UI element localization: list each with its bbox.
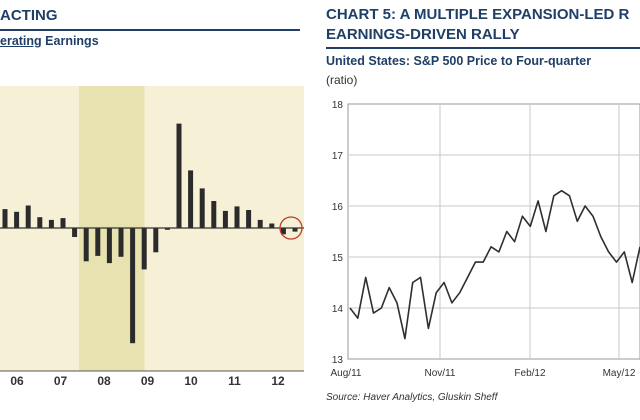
left-chart-subtitle: erating Earnings [0,34,99,48]
chart-5-unit-label: (ratio) [326,73,358,87]
bar [130,228,136,344]
bar [257,219,263,228]
bar [141,228,147,270]
bar [106,228,112,264]
bar [118,228,124,257]
x-tick-label: Aug/11 [331,368,362,379]
y-tick-label: 17 [332,151,344,162]
y-tick-label: 13 [332,355,344,366]
bar [2,209,8,228]
bar [164,228,170,230]
x-tick-label: 12 [271,374,285,388]
bar [222,210,228,228]
x-tick-label: 08 [97,374,111,388]
y-tick-label: 14 [332,304,344,315]
bar-chart: 06 07 08 09 10 11 12 [0,86,304,388]
highlight-circle [279,216,303,240]
y-tick-label: 18 [332,100,344,111]
bar [211,201,217,228]
x-tick-label: 11 [228,374,241,388]
x-tick-label: Feb/12 [514,368,546,379]
bar [269,223,275,228]
bar [176,123,182,228]
x-tick-label: 07 [54,374,68,388]
plot-area [347,103,640,360]
left-subtitle-underlined: erating [0,34,42,48]
y-tick-label: 16 [332,202,344,213]
series-line [349,189,640,340]
bar [292,228,298,232]
chart-5-subtitle: United States: S&P 500 Price to Four-qua… [326,54,592,68]
left-title-rule [0,29,300,31]
bar [188,170,194,228]
left-subtitle-rest: Earnings [41,34,99,48]
right-chart-panel: CHART 5: A MULTIPLE EXPANSION-LED R EARN… [316,0,640,420]
left-chart-title: ACTING [0,7,58,24]
bar [60,218,66,228]
line-chart: 13 14 15 16 17 18 Aug/11 Nov/11 Feb/12 May/12 [331,100,640,379]
y-tick-label: 15 [332,253,344,264]
bar [48,219,54,228]
x-tick-label: 06 [10,374,24,388]
bar [72,228,78,237]
right-title-rule [326,47,640,49]
bar [153,228,159,253]
bar [280,228,286,235]
chart-5-title-line-2: EARNINGS-DRIVEN RALLY [326,26,520,43]
x-tick-label: May/12 [603,368,636,379]
x-tick-label: 10 [184,374,198,388]
bar [25,205,31,228]
x-tick-label: Nov/11 [425,368,456,379]
chart-5-source: Source: Haver Analytics, Gluskin Sheff [326,392,498,403]
bar [14,211,20,228]
bar [199,188,205,228]
bar [246,210,252,228]
bar [95,228,101,256]
bar [83,228,89,262]
chart-5-title-line-1: CHART 5: A MULTIPLE EXPANSION-LED R [326,6,630,23]
x-tick-label: 09 [141,374,155,388]
bar [234,206,240,228]
left-chart-panel: ACTING erating Earnings 06 07 08 09 10 11 12 [0,0,316,420]
bar [37,217,43,228]
